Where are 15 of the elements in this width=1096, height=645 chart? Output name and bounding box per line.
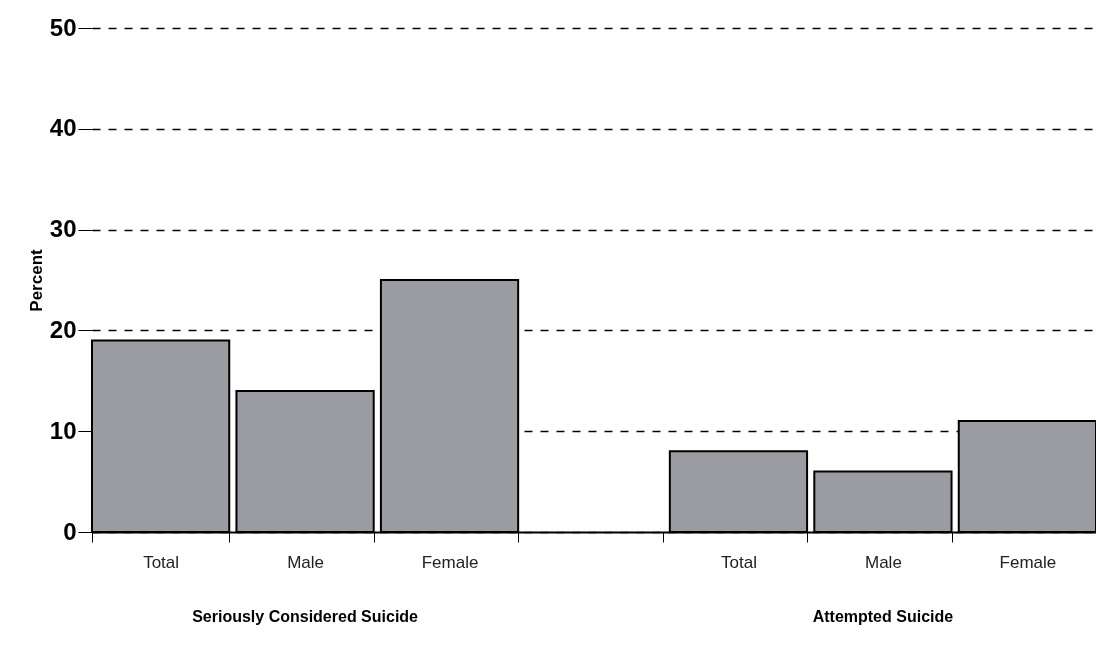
x-tick-label: Total bbox=[721, 552, 757, 572]
y-tick-label: 40 bbox=[49, 114, 77, 142]
y-tick-label: 0 bbox=[63, 517, 77, 545]
x-tick-label: Male bbox=[287, 552, 325, 572]
x-tick-label: Total bbox=[143, 552, 180, 572]
y-tick-label: 20 bbox=[49, 315, 77, 343]
x-tick-label: Male bbox=[864, 552, 902, 572]
text: Attempted Suicide bbox=[812, 608, 954, 625]
y-tick-label: 30 bbox=[49, 215, 77, 243]
y-tick-label: 10 bbox=[49, 416, 77, 444]
text: Seriously Considered Suicide bbox=[192, 608, 419, 625]
y-tick-label: 50 bbox=[49, 13, 77, 41]
x-tick-label: Female bbox=[421, 552, 479, 572]
y-axis-title: Percent bbox=[26, 248, 46, 312]
x-tick-label: Female bbox=[999, 552, 1057, 572]
